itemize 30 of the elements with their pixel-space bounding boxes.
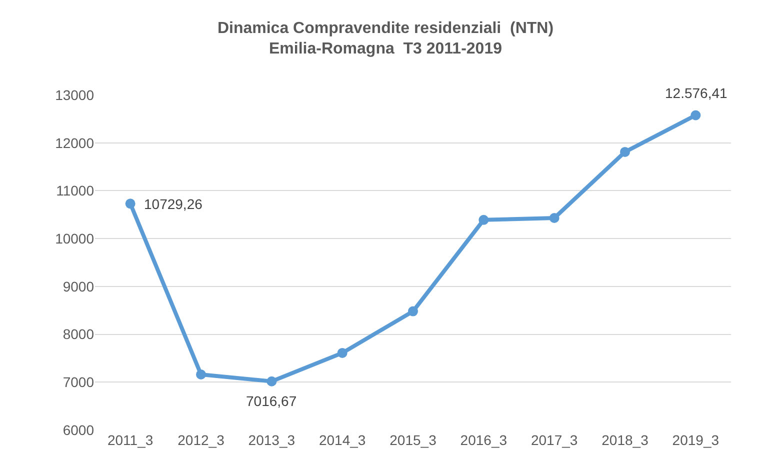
point [196, 369, 206, 380]
data-label: 12.576,41 [665, 85, 728, 101]
x-tick-label: 2011_3 [107, 432, 154, 448]
y-tick-label: 7000 [62, 374, 94, 390]
y-tick-label: 10000 [55, 230, 94, 246]
y-tick-label: 9000 [62, 278, 94, 294]
point [408, 306, 418, 316]
point [337, 348, 348, 358]
y-tick-label: 12000 [55, 134, 94, 151]
y-tick-label: 13000 [55, 86, 94, 103]
point [478, 214, 489, 225]
point [125, 198, 136, 209]
x-tick-label: 2018_3 [602, 432, 649, 448]
point [690, 110, 701, 120]
x-tick-label: 2013_3 [248, 432, 296, 448]
y-tick-label: 6000 [62, 422, 94, 438]
y-tick-label: 11000 [56, 182, 94, 199]
y-tick-label: 8000 [62, 326, 94, 342]
chart-title: Dinamica Compravendite residenziali (NTN) Emilia-Romagna T3 2011-2019 [217, 20, 554, 58]
point [549, 212, 560, 223]
data-label: 7016,67 [246, 393, 297, 409]
data-label: 10729,26 [144, 196, 203, 212]
x-tick-label: 2015_3 [390, 432, 437, 448]
x-tick-label: 2019_3 [672, 432, 720, 448]
x-tick-label: 2012_3 [178, 432, 225, 448]
point [620, 146, 630, 157]
point [266, 376, 277, 386]
x-tick-label: 2016_3 [460, 432, 508, 448]
x-tick-label: 2017_3 [530, 432, 578, 448]
x-tick-label: 2014_3 [318, 432, 366, 448]
